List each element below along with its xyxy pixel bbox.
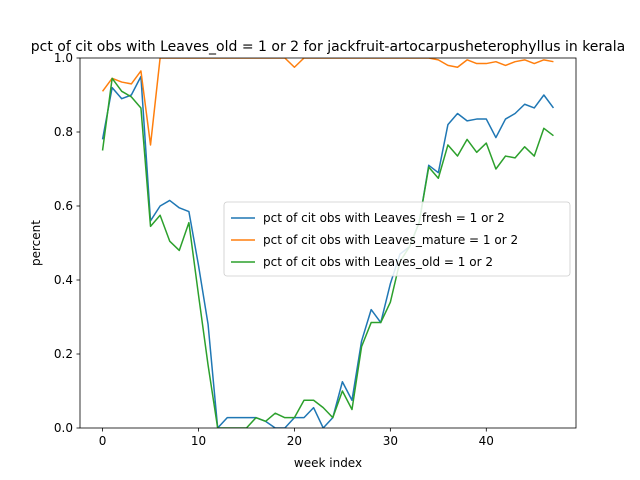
series-layer xyxy=(101,58,555,428)
series-line-0 xyxy=(101,75,555,428)
axes-layer: 0 10 20 30 40 0.0 0.2 0.4 0.6 0.8 1.0 xyxy=(54,51,577,448)
y-tick-label: 0.0 xyxy=(54,421,73,435)
x-tick-label: 10 xyxy=(191,434,206,448)
plot-frame xyxy=(79,57,577,429)
x-tick-label: 30 xyxy=(383,434,398,448)
legend-box xyxy=(223,201,571,277)
x-axis-label: week index xyxy=(294,456,362,470)
legend-label-0: pct of cit obs with Leaves_fresh = 1 or … xyxy=(263,211,505,225)
chart-title: pct of cit obs with Leaves_old = 1 or 2 … xyxy=(31,39,625,55)
legend: pct of cit obs with Leaves_fresh = 1 or … xyxy=(223,201,571,277)
series-line-1 xyxy=(101,58,554,146)
y-axis-label: percent xyxy=(29,220,43,266)
y-tick-label: 0.2 xyxy=(54,347,73,361)
y-tick-label: 1.0 xyxy=(54,51,73,65)
legend-label-2: pct of cit obs with Leaves_old = 1 or 2 xyxy=(263,255,493,269)
y-tick-label: 0.8 xyxy=(54,125,73,139)
x-tick-label: 20 xyxy=(287,434,302,448)
x-tick-label: 0 xyxy=(99,434,107,448)
series-line-2 xyxy=(101,77,554,428)
y-tick-label: 0.6 xyxy=(54,199,73,213)
legend-label-1: pct of cit obs with Leaves_mature = 1 or… xyxy=(263,233,518,247)
x-tick-label: 40 xyxy=(479,434,494,448)
y-tick-label: 0.4 xyxy=(54,273,73,287)
